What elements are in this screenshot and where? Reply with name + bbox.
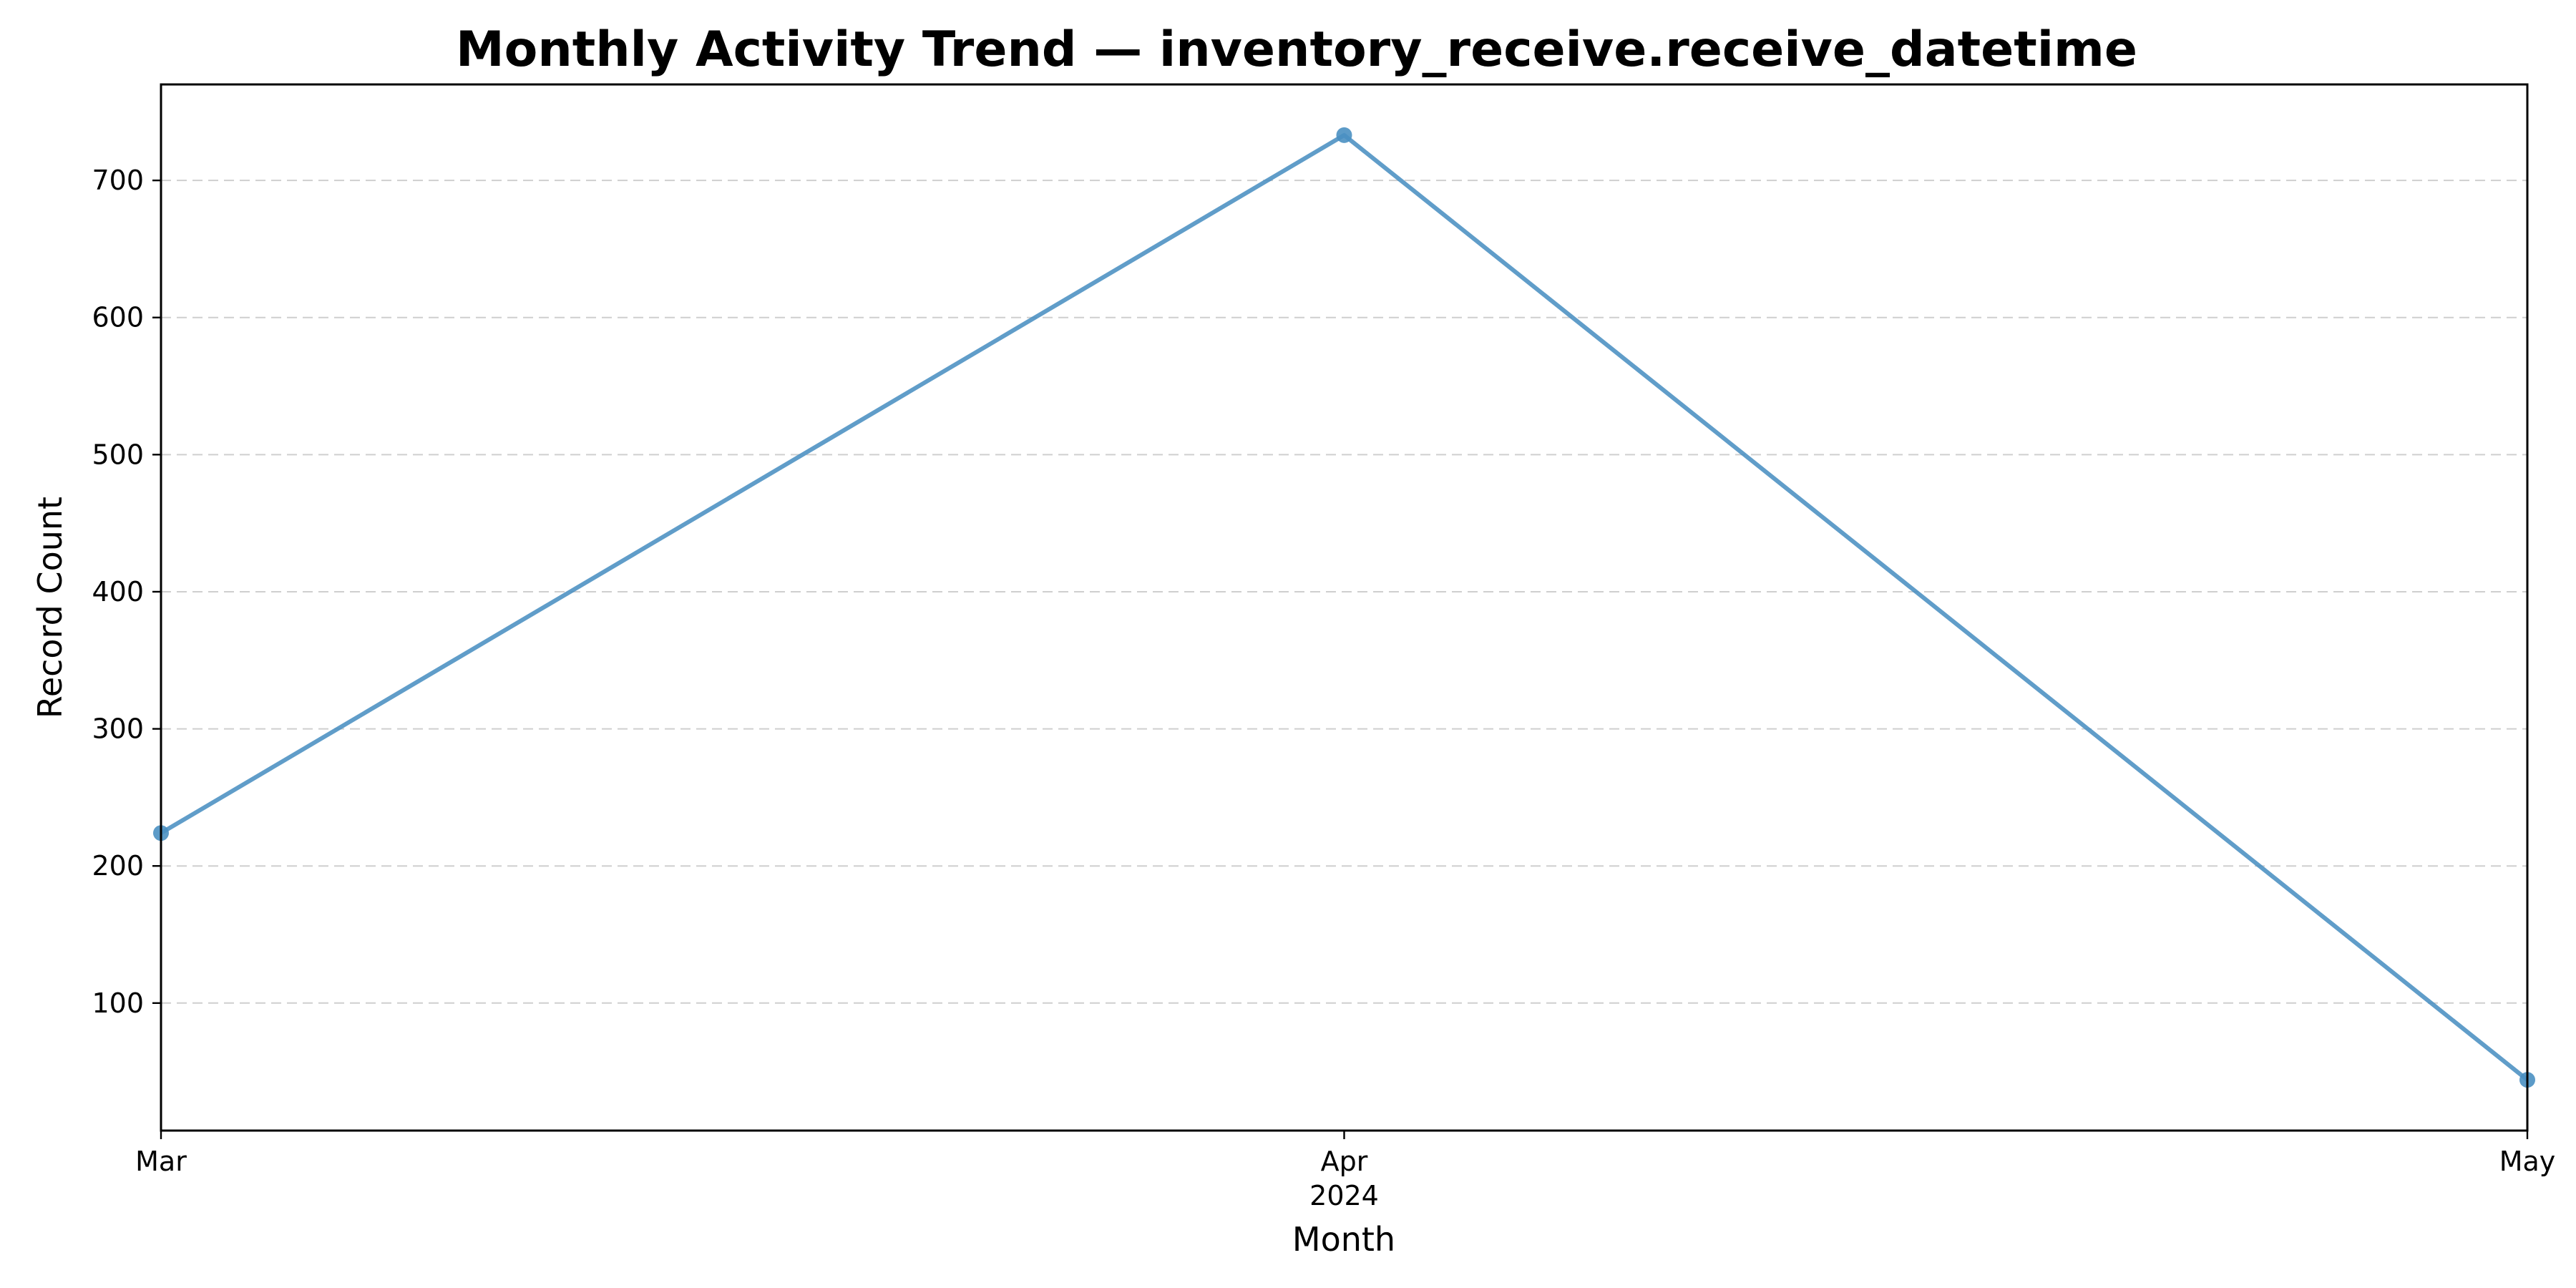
x-year-label: 2024 — [1309, 1180, 1379, 1211]
y-tick-label: 500 — [92, 439, 144, 470]
y-tick-label: 100 — [92, 987, 144, 1019]
y-tick-label: 200 — [92, 850, 144, 882]
x-tick-label: Apr — [1321, 1146, 1368, 1177]
y-axis-label: Record Count — [31, 497, 69, 718]
y-tick-label: 600 — [92, 302, 144, 333]
x-axis-label: Month — [1292, 1220, 1395, 1259]
y-tick-label: 700 — [92, 165, 144, 196]
series-layer — [153, 127, 2535, 1088]
x-tick-label: Mar — [135, 1146, 187, 1177]
y-tick-label: 400 — [92, 576, 144, 608]
chart-title: Monthly Activity Trend — inventory_recei… — [456, 21, 2137, 78]
tick-layer: 100 200 300 400 500 600 700 Mar Apr May 2024 — [92, 165, 2555, 1211]
data-point — [1336, 127, 1352, 143]
grid-lines — [161, 180, 2527, 1004]
y-tick-label: 300 — [92, 713, 144, 745]
x-tick-label: May — [2499, 1146, 2556, 1177]
plot-frame — [160, 83, 2529, 1132]
series-line — [160, 132, 2529, 1082]
